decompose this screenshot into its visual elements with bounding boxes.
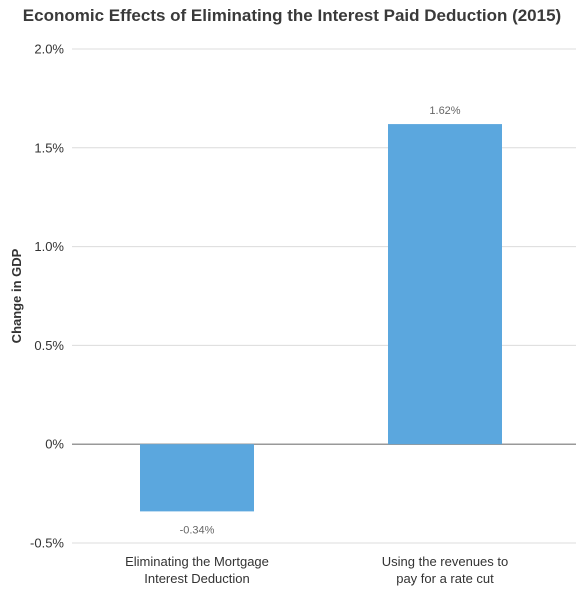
- chart-title: Economic Effects of Eliminating the Inte…: [22, 6, 562, 25]
- y-tick-label: 1.0%: [34, 239, 64, 254]
- y-tick-label: 1.5%: [34, 140, 64, 155]
- bar: [140, 444, 254, 512]
- data-label: 1.62%: [429, 105, 460, 117]
- bars: [140, 124, 502, 512]
- y-axis-title: Change in GDP: [9, 248, 24, 343]
- data-label: -0.34%: [180, 524, 215, 536]
- x-category-label: Using the revenues to: [382, 554, 508, 569]
- y-axis-ticks: -0.5% 0% 0.5% 1.0% 1.5% 2.0%: [30, 42, 64, 551]
- y-tick-label: 2.0%: [34, 42, 64, 57]
- y-tick-label: -0.5%: [30, 536, 64, 551]
- bar: [388, 124, 502, 445]
- y-tick-label: 0.5%: [34, 338, 64, 353]
- x-category-label: Eliminating the Mortgage: [125, 554, 269, 569]
- data-labels: -0.34% 1.62%: [180, 105, 461, 536]
- y-tick-label: 0%: [45, 437, 64, 452]
- category-labels: Eliminating the Mortgage Interest Deducti…: [125, 554, 508, 586]
- x-category-label: pay for a rate cut: [396, 571, 494, 586]
- x-category-label: Interest Deduction: [144, 571, 250, 586]
